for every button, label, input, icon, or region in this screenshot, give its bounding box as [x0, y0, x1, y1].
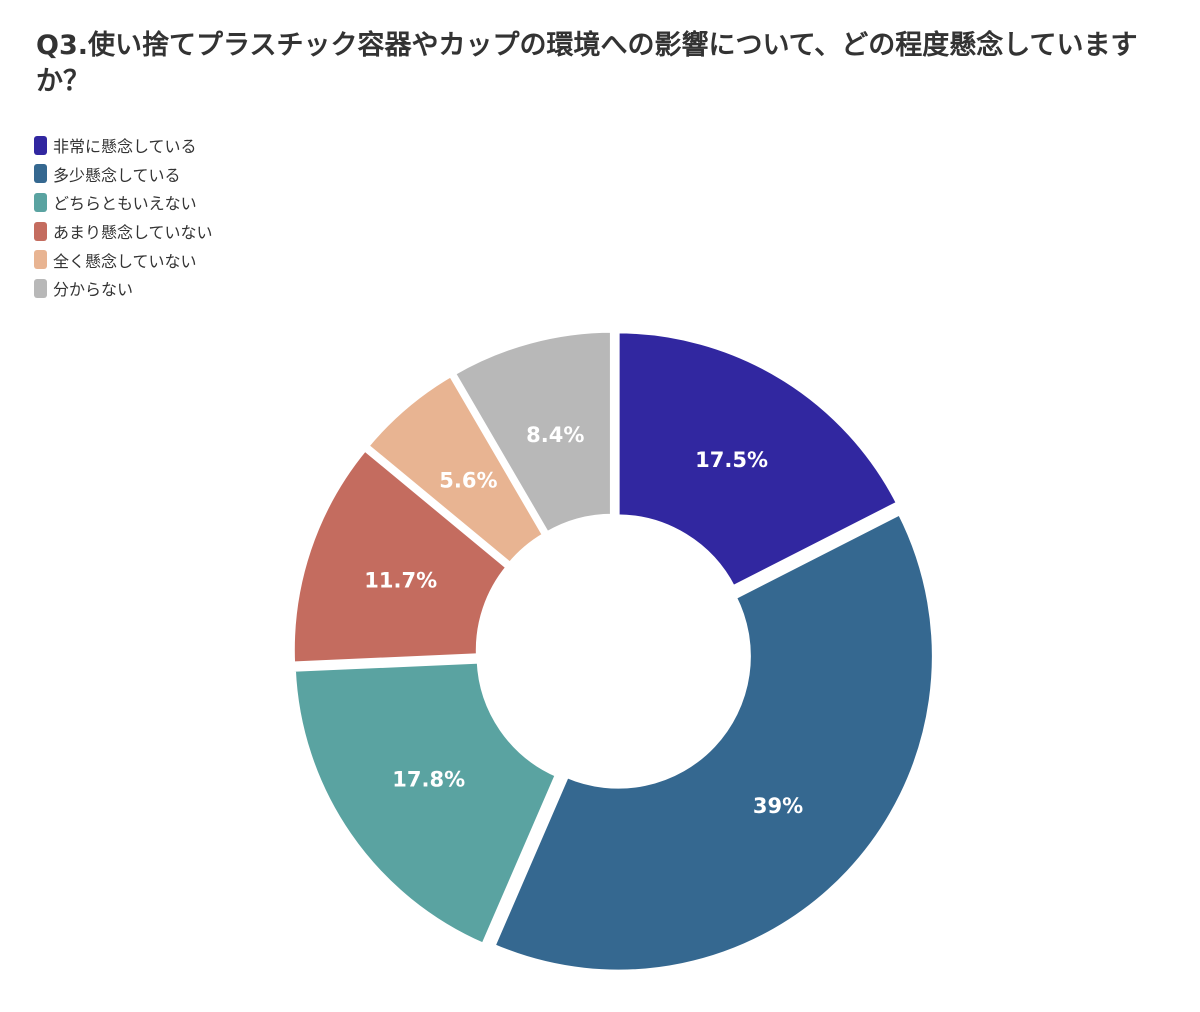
legend-label: どちらともいえない [53, 194, 197, 214]
legend-swatch [34, 250, 47, 270]
legend-label: あまり懸念していない [53, 223, 213, 243]
legend-label: 全く懸念していない [53, 251, 197, 271]
donut-slice [490, 510, 937, 975]
legend-swatch [34, 164, 47, 184]
legend-label: 非常に懸念している [53, 137, 197, 157]
donut-slice [450, 327, 615, 537]
legend-swatch [34, 221, 47, 241]
legend-swatch [34, 192, 47, 212]
legend-item: 多少懸念している [34, 160, 213, 189]
slice-data-label: 17.8% [392, 768, 465, 792]
donut-labels: 17.5% 39% 17.8% 11.7% 5.6% 8.4% [364, 423, 803, 818]
donut-slice [364, 371, 548, 568]
donut-slice [289, 446, 511, 667]
legend-item: どちらともいえない [34, 188, 213, 217]
legend-item: 非常に懸念している [34, 131, 213, 160]
legend: 非常に懸念している 多少懸念している どちらともいえない あまり懸念していない … [34, 131, 213, 303]
chart-title: Q3.使い捨てプラスチック容器やカップの環境への影響について、どの程度懸念してい… [36, 30, 1138, 97]
slice-data-label: 5.6% [439, 468, 497, 492]
legend-item: 全く懸念していない [34, 245, 213, 274]
donut-slice [290, 658, 560, 948]
legend-item: 分からない [34, 274, 213, 303]
slice-data-label: 11.7% [364, 568, 437, 592]
slice-data-label: 8.4% [526, 423, 584, 447]
donut-slices [289, 327, 937, 975]
donut-slice [614, 328, 902, 591]
slice-data-label: 17.5% [695, 448, 768, 472]
slice-data-label: 39% [753, 794, 803, 818]
legend-label: 分からない [53, 280, 134, 300]
legend-swatch [34, 135, 47, 155]
legend-swatch [34, 278, 47, 298]
legend-item: あまり懸念していない [34, 217, 213, 246]
legend-label: 多少懸念している [53, 165, 181, 185]
